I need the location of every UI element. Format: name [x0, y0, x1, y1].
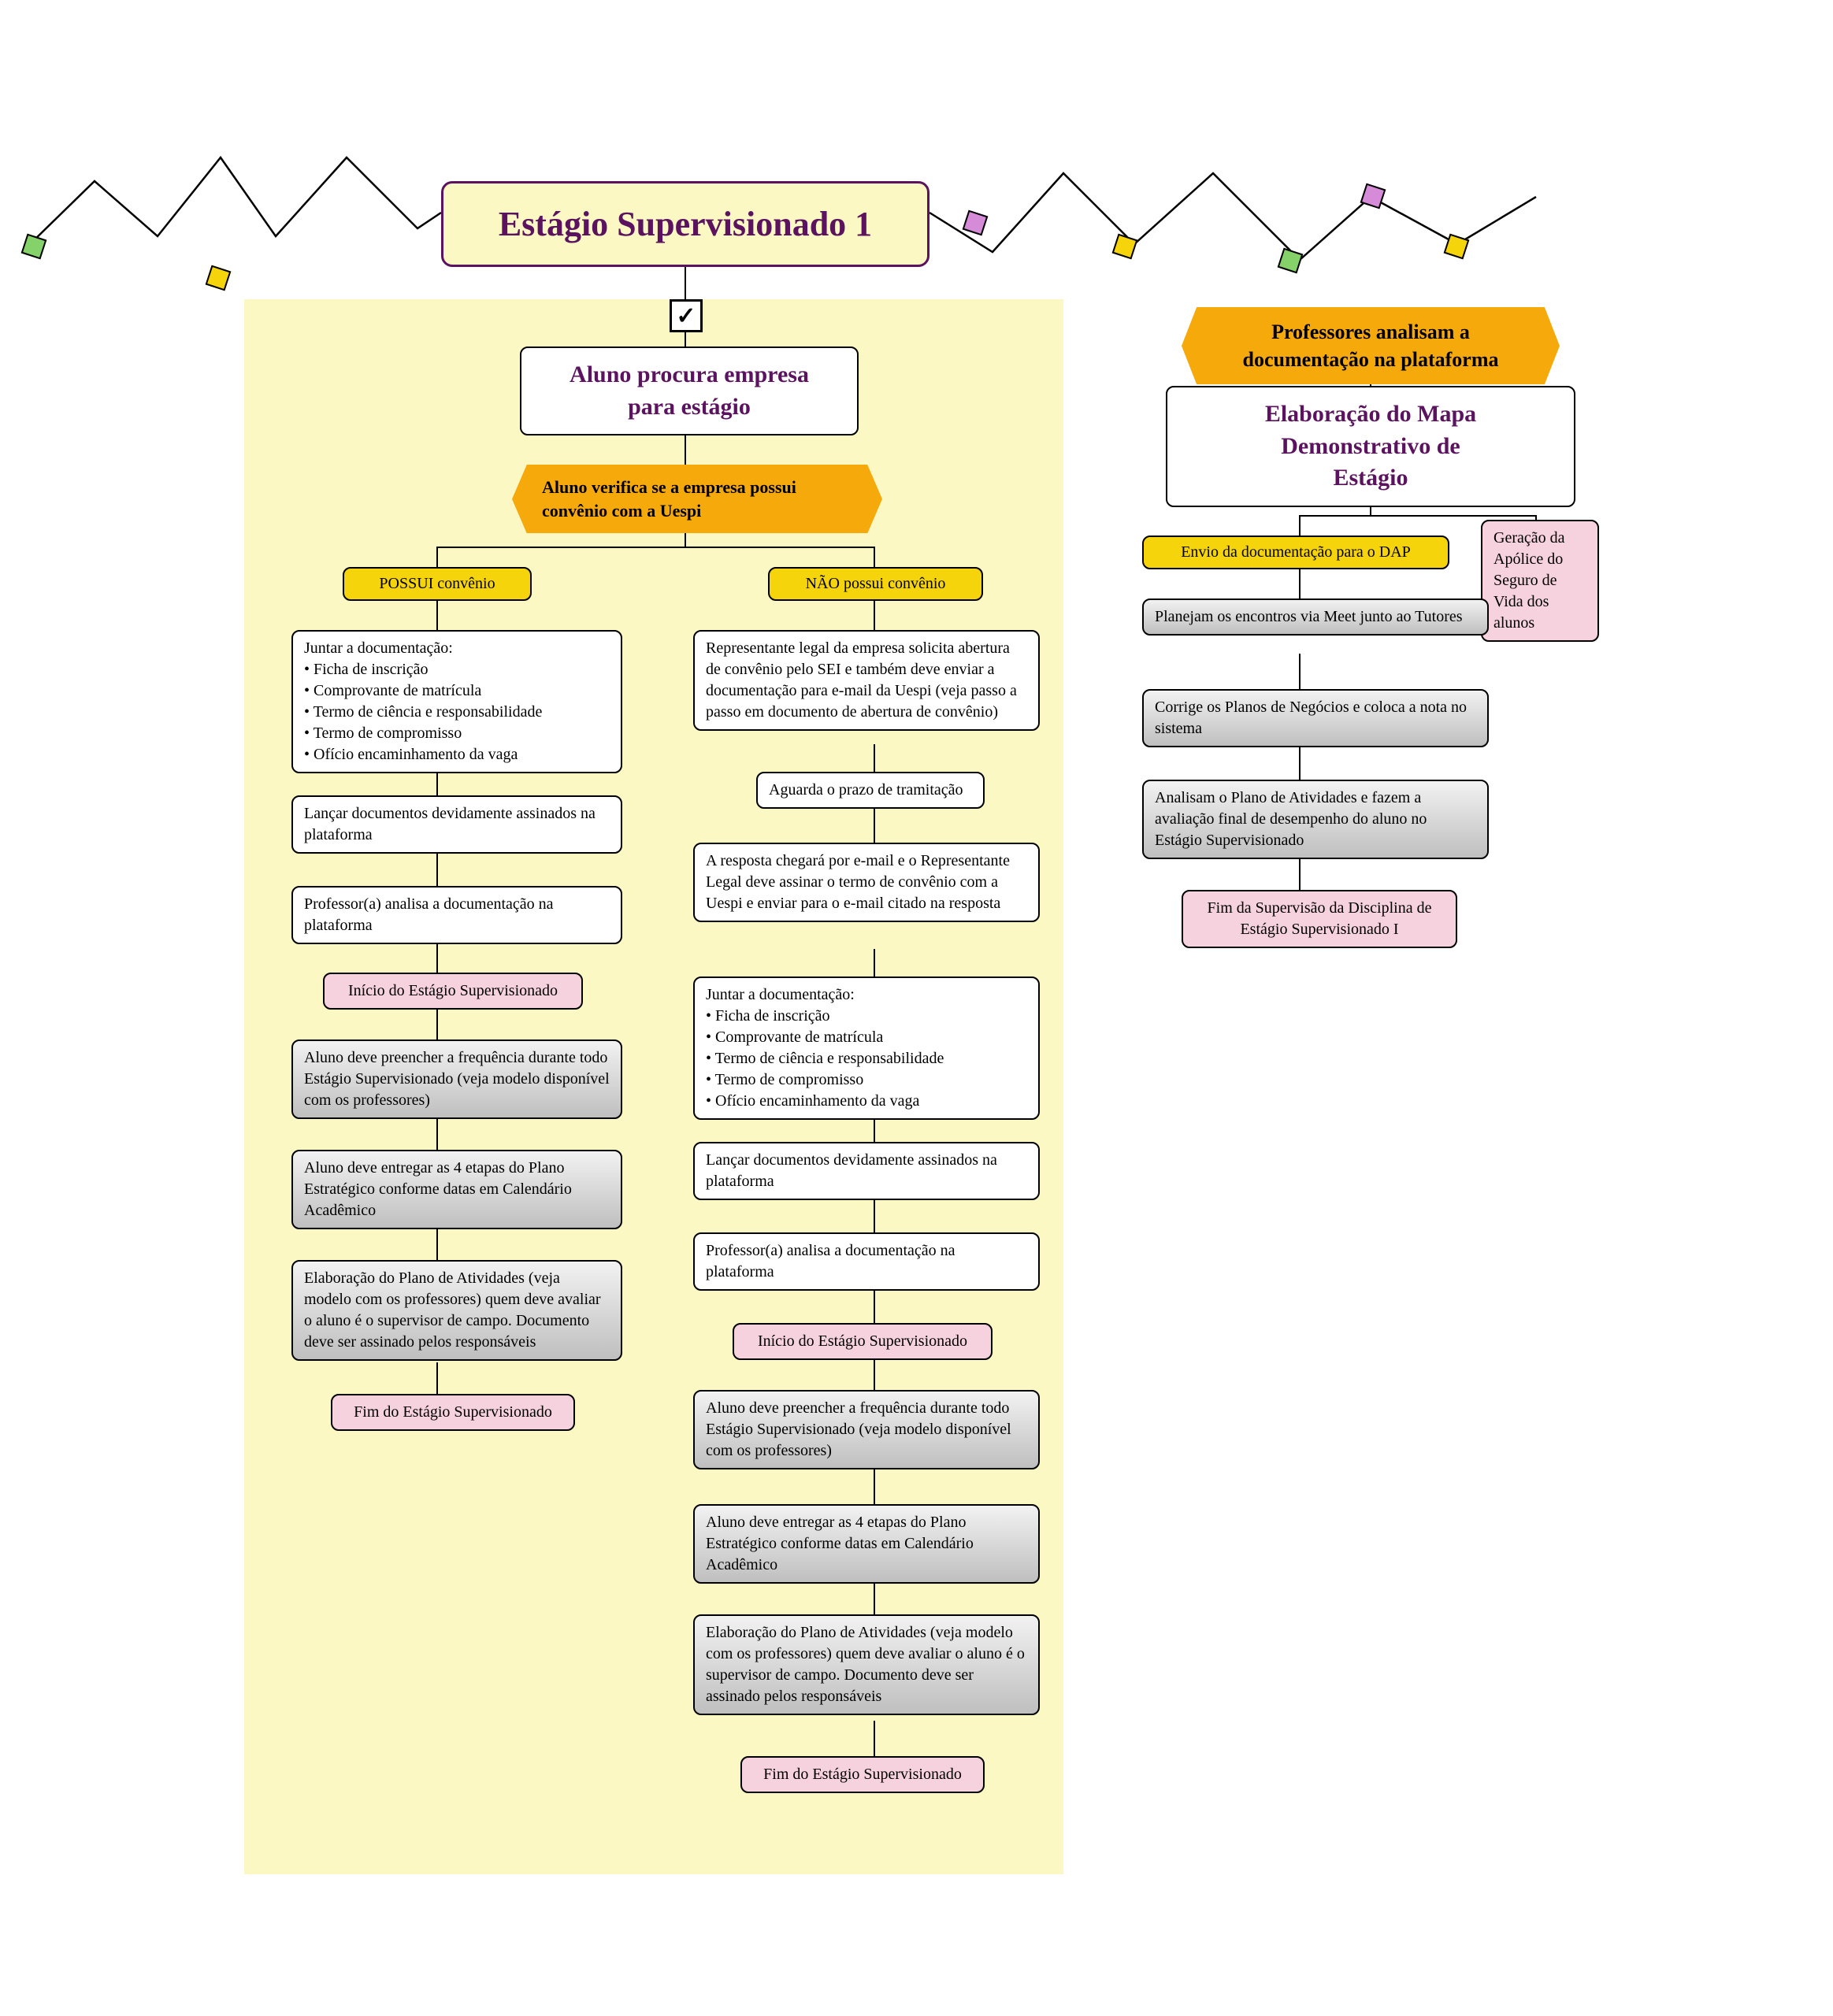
pill-dap: Envio da documentação para o DAP: [1142, 536, 1449, 569]
right-step-9: Elaboração do Plano de Atividades (veja …: [693, 1614, 1040, 1715]
left-step-5: Aluno deve entregar as 4 etapas do Plano…: [291, 1150, 622, 1229]
left-step-4: Aluno deve preencher a frequência durant…: [291, 1040, 622, 1119]
main-title: Estágio Supervisionado 1: [441, 181, 929, 267]
left-step-7: Fim do Estágio Supervisionado: [331, 1394, 575, 1431]
left-step-6: Elaboração do Plano de Atividades (veja …: [291, 1260, 622, 1361]
decor-square: [1360, 183, 1386, 209]
right-step-6: Início do Estágio Supervisionado: [733, 1323, 993, 1360]
prof-step-0: Planejam os encontros via Meet junto ao …: [1142, 598, 1489, 636]
left-step-3: Início do Estágio Supervisionado: [323, 973, 583, 1010]
decor-square: [1444, 234, 1470, 260]
decor-square: [206, 265, 232, 291]
prof-step-1: Corrige os Planos de Negócios e coloca a…: [1142, 689, 1489, 747]
hex-verify: Aluno verifica se a empresa possuiconvên…: [512, 465, 882, 533]
decor-square: [1278, 248, 1304, 274]
right-step-10: Fim do Estágio Supervisionado: [740, 1756, 985, 1793]
right-step-3: Juntar a documentação:• Ficha de inscriç…: [693, 976, 1040, 1120]
left-step-1: Lançar documentos devidamente assinados …: [291, 795, 622, 854]
prof-step-3: Fim da Supervisão da Disciplina de Estág…: [1182, 890, 1457, 948]
checkbox-icon: ✓: [670, 299, 703, 332]
decor-square: [1112, 234, 1138, 260]
hex-professores: Professores analisam adocumentação na pl…: [1182, 307, 1560, 384]
pill-possui: POSSUI convênio: [343, 567, 532, 601]
decor-square: [21, 234, 47, 260]
right-step-8: Aluno deve entregar as 4 etapas do Plano…: [693, 1504, 1040, 1584]
right-step-0: Representante legal da empresa solicita …: [693, 630, 1040, 731]
prof-step-2: Analisam o Plano de Atividades e fazem a…: [1142, 780, 1489, 859]
apolice-box: Geração da Apólice do Seguro de Vida dos…: [1481, 520, 1599, 642]
left-step-2: Professor(a) analisa a documentação na p…: [291, 886, 622, 944]
right-step-1: Aguarda o prazo de tramitação: [756, 772, 985, 809]
decor-square: [963, 210, 989, 236]
right-step-5: Professor(a) analisa a documentação na p…: [693, 1232, 1040, 1291]
right-step-4: Lançar documentos devidamente assinados …: [693, 1142, 1040, 1200]
left-step-0: Juntar a documentação:• Ficha de inscriç…: [291, 630, 622, 773]
right-step-2: A resposta chegará por e-mail e o Repres…: [693, 843, 1040, 922]
subtitle-mapa: Elaboração do MapaDemonstrativo deEstági…: [1166, 386, 1575, 507]
subtitle-aluno: Aluno procura empresapara estágio: [520, 346, 859, 435]
pill-nao-possui: NÃO possui convênio: [768, 567, 983, 601]
right-step-7: Aluno deve preencher a frequência durant…: [693, 1390, 1040, 1469]
